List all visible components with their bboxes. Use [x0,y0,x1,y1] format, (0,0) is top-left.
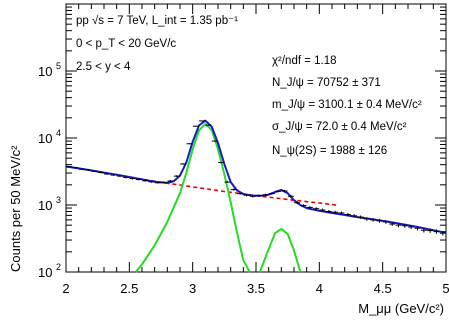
x-tick-labels: 2 2.5 3 3.5 4 4.5 5 [62,281,449,296]
axis-ticks [65,4,447,273]
y-tick-exponent: 5 [56,61,61,71]
x-tick-label: 4 [316,281,323,296]
y-tick-label: 10 [38,198,52,213]
jpsi-signal-curve [134,123,251,273]
y-tick-label: 10 [38,265,52,280]
y-tick-labels: 10 2 10 3 10 4 10 5 [38,61,61,280]
x-axis-title: M_μμ (GeV/c²) [358,301,444,316]
fit-mjpsi: m_J/ψ = 3100.1 ± 0.4 MeV/c² [272,99,422,111]
info-line-1: pp √s = 7 TeV, L_int = 1.35 pb⁻¹ [76,14,238,27]
y-tick-label: 10 [38,131,52,146]
y-tick-exponent: 4 [56,128,61,138]
fit-njpsi: N_J/ψ = 70752 ± 371 [272,77,381,89]
fit-npsi2s: N_ψ(2S) = 1988 ± 126 [272,145,387,157]
y-tick-exponent: 2 [56,262,61,272]
y-axis-title: Counts per 50 MeV/c² [8,145,23,272]
x-tick-label: 2.5 [120,281,138,296]
x-tick-label: 3.5 [247,281,265,296]
fit-chi2: χ²/ndf = 1.18 [272,55,337,67]
y-tick-exponent: 3 [56,195,61,205]
fit-sigma: σ_J/ψ = 72.0 ± 0.4 MeV/c² [272,121,407,133]
psi2s-signal-curve [258,227,302,273]
curves [65,119,447,273]
x-tick-label: 2 [62,281,69,296]
data-points [66,120,446,236]
y-tick-label: 10 [38,64,52,79]
x-tick-label: 4.5 [374,281,392,296]
info-line-3: 2.5 < y < 4 [76,61,131,73]
background-fit-curve [110,173,339,207]
total-fit-curve [65,119,447,234]
info-line-2: 0 < p_T < 20 GeV/c [76,38,176,50]
x-tick-label: 3 [189,281,196,296]
x-tick-label: 5 [442,281,449,296]
